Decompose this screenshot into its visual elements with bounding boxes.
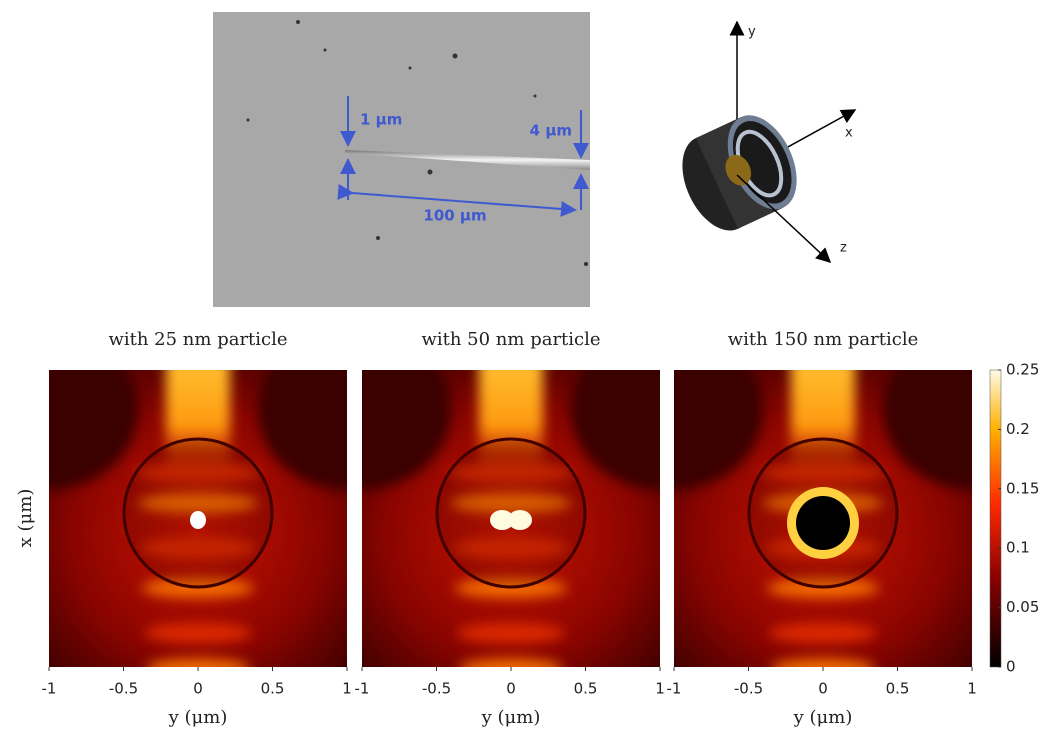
x-tick-label: 0.5 — [886, 680, 910, 698]
scale-label: 4 µm — [530, 122, 572, 140]
x-axis-label: y (μm) — [168, 707, 228, 728]
x-tick-label: 1 — [967, 680, 977, 698]
hotspot — [190, 511, 206, 529]
x-tick-label: -1 — [667, 680, 682, 698]
x-tick-label: 1 — [342, 680, 352, 698]
colorbar — [990, 370, 1001, 667]
colorbar-tick-label: 0.2 — [1006, 420, 1030, 438]
x-tick-label: 0 — [506, 680, 516, 698]
band — [769, 623, 877, 643]
x-tick-label: 1 — [655, 680, 665, 698]
x-axis-label: y (μm) — [793, 707, 853, 728]
axis-label: z — [840, 241, 847, 256]
axis-label: y — [748, 25, 756, 40]
x-tick-label: 0.5 — [261, 680, 285, 698]
colorbar-tick-label: 0 — [1006, 658, 1016, 676]
micrograph: 1 µm 4 µm 100 µm — [213, 12, 590, 307]
colorbar-tick-label: 0.05 — [1006, 598, 1039, 616]
x-tick-label: -1 — [42, 680, 57, 698]
band — [144, 623, 252, 643]
x-axis-label: y (μm) — [481, 707, 541, 728]
scale-label: 1 µm — [360, 111, 402, 129]
axis-label: x — [845, 126, 853, 141]
x-tick-label: -1 — [355, 680, 370, 698]
colorbar-tick-label: 0.15 — [1006, 479, 1039, 497]
figure: 1 µm 4 µm 100 µm y x z x (μm) with 25 nm… — [0, 0, 1040, 729]
diagram: y x z — [669, 22, 855, 262]
x-tick-label: 0 — [818, 680, 828, 698]
x-tick-label: -0.5 — [734, 680, 763, 698]
colorbar-tick-label: 0.25 — [1006, 361, 1039, 379]
colorbar-tick-label: 0.1 — [1006, 539, 1030, 557]
x-tick-label: 0.5 — [574, 680, 598, 698]
band — [457, 623, 565, 643]
particle-shell — [437, 439, 585, 587]
x-tick-label: -0.5 — [422, 680, 451, 698]
x-tick-label: 0 — [193, 680, 203, 698]
scale-label: 100 µm — [423, 207, 486, 225]
panel-title: with 150 nm particle — [728, 329, 919, 350]
hotspot — [508, 510, 532, 530]
x-tick-label: -0.5 — [109, 680, 138, 698]
panel-title: with 50 nm particle — [421, 329, 600, 350]
y-axis-label: x (μm) — [15, 489, 36, 548]
particle-core — [796, 496, 850, 550]
panel-title: with 25 nm particle — [108, 329, 287, 350]
